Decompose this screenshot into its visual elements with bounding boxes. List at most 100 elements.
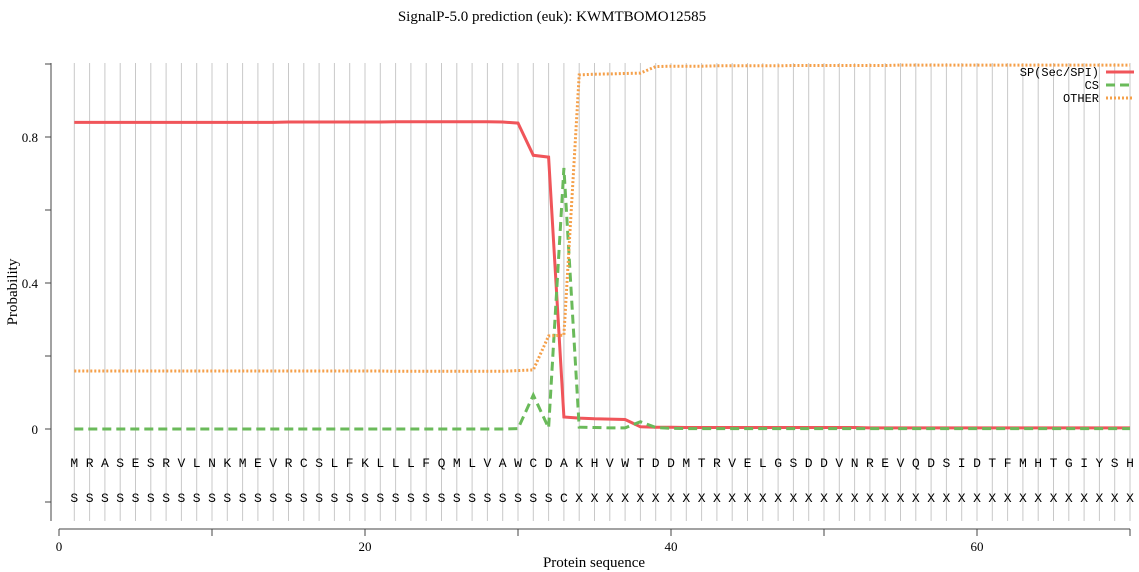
annotation-label: S [223,491,231,506]
annotation-label: S [177,491,185,506]
residue-label: C [529,456,537,471]
residue-label: S [315,456,323,471]
residue-label: K [223,456,231,471]
chart-title: SignalP-5.0 prediction (euk): KWMTBOMO12… [398,9,706,25]
residue-label: F [1004,456,1012,471]
annotation-label: X [1034,491,1042,506]
annotation-label: S [407,491,415,506]
annotation-label: S [514,491,522,506]
annotation-label: X [744,491,752,506]
annotation-label: S [468,491,476,506]
annotation-label: S [269,491,277,506]
residue-label: N [851,456,859,471]
residue-label: K [575,456,583,471]
residue-label: H [591,456,599,471]
residue-label: T [1050,456,1058,471]
annotation-label: S [376,491,384,506]
annotation-label: X [835,491,843,506]
residue-label: Q [912,456,920,471]
annotation-label: S [499,491,507,506]
annotation-label: X [1050,491,1058,506]
residue-label: L [376,456,384,471]
annotation-label: S [86,491,94,506]
annotation-label: S [132,491,140,506]
legend-label: CS [1085,79,1099,93]
residue-label: W [621,456,629,471]
annotation-label: S [208,491,216,506]
annotation-label: X [698,491,706,506]
residue-label: D [805,456,813,471]
residue-label: V [897,456,905,471]
residue-label: S [789,456,797,471]
residue-label: T [636,456,644,471]
residue-label: D [545,456,553,471]
y-axis-label: Probability [5,258,21,325]
residue-label: I [1080,456,1088,471]
residue-label: L [407,456,415,471]
residue-label: F [422,456,430,471]
annotation-label: X [881,491,889,506]
annotation-label: S [330,491,338,506]
legend-label: OTHER [1063,92,1099,106]
residue-label: R [713,456,721,471]
residue-label: A [499,456,507,471]
residue-label: I [958,456,966,471]
residue-label: D [820,456,828,471]
residue-label: M [1019,456,1027,471]
residue-label: K [361,456,369,471]
annotation-label: S [300,491,308,506]
annotation-label: X [912,491,920,506]
annotation-label: X [897,491,905,506]
x-tick-label: 40 [665,539,678,554]
residue-label: S [1111,456,1119,471]
residue-label: S [147,456,155,471]
residue-label: S [942,456,950,471]
annotation-label: S [422,491,430,506]
annotation-label: S [239,491,247,506]
annotation-label: X [820,491,828,506]
x-axis-label: Protein sequence [543,555,645,571]
annotation-label: S [545,491,553,506]
residue-label: E [744,456,752,471]
residue-label: C [300,456,308,471]
series-line-cs [74,167,1130,431]
annotation-label: S [315,491,323,506]
residue-label: H [1034,456,1042,471]
annotation-label: X [1080,491,1088,506]
annotation-label: S [285,491,293,506]
annotation-label: X [621,491,629,506]
annotation-label: X [851,491,859,506]
y-tick-label: 0.4 [22,276,39,291]
x-tick-label: 60 [971,539,984,554]
residue-label: V [269,456,277,471]
annotation-label: X [606,491,614,506]
annotation-label: X [973,491,981,506]
annotation-label: S [346,491,354,506]
annotation-label: X [575,491,583,506]
annotation-label: X [667,491,675,506]
annotation-label: X [652,491,660,506]
residue-label: G [774,456,782,471]
annotation-label: S [453,491,461,506]
annotation-label: X [958,491,966,506]
annotation-label: S [438,491,446,506]
residue-label: L [193,456,201,471]
residue-label: G [1065,456,1073,471]
annotation-label: C [560,491,568,506]
series-line-other [74,63,1130,373]
annotation-label: S [162,491,170,506]
annotation-label: S [193,491,201,506]
annotation-label: S [529,491,537,506]
residue-label: V [177,456,185,471]
residue-label: T [698,456,706,471]
residue-label: R [86,456,94,471]
residue-label: R [162,456,170,471]
residue-label: D [973,456,981,471]
annotation-label: X [1019,491,1027,506]
annotation-label: X [1126,491,1134,506]
residue-label: E [881,456,889,471]
residue-label: Q [438,456,446,471]
x-tick-label: 0 [56,539,63,554]
annotation-label: X [789,491,797,506]
